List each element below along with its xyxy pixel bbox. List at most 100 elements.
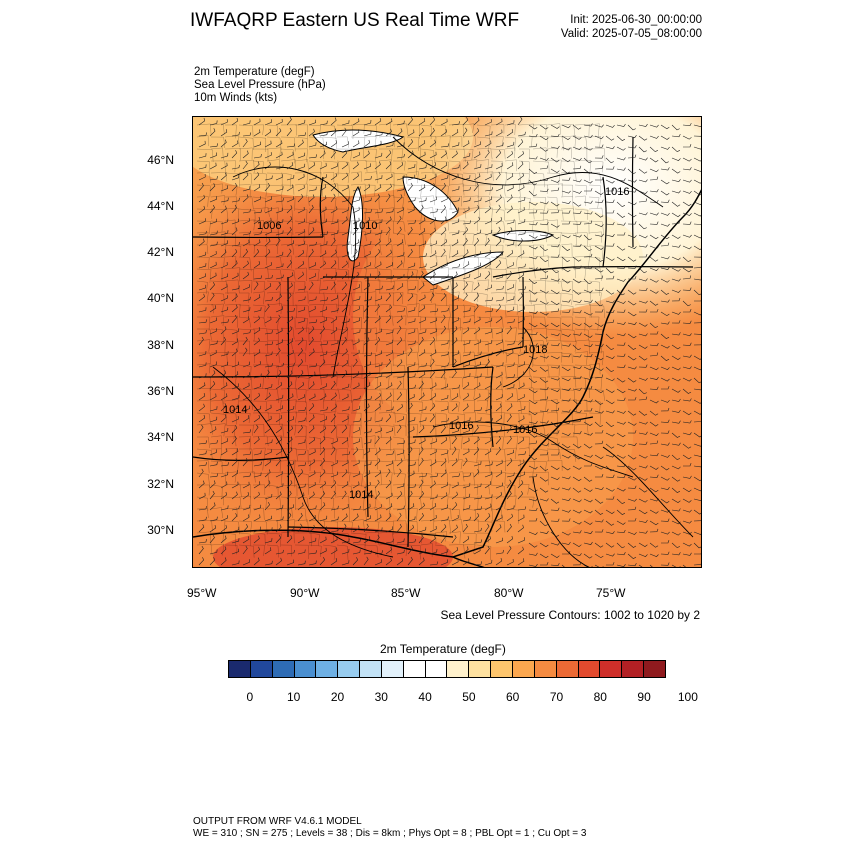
wind-barb (616, 377, 626, 383)
field-winds: 10m Winds (kts) (194, 92, 278, 104)
wind-barb (220, 249, 227, 258)
wind-barb (352, 459, 360, 467)
wind-barb (275, 198, 284, 203)
wind-barb (407, 373, 416, 379)
wind-barb (209, 426, 217, 434)
wind-barb (660, 256, 670, 260)
wind-barb (451, 239, 459, 247)
wind-barb (506, 384, 515, 390)
county-border (588, 256, 601, 268)
wind-barb (275, 293, 282, 302)
state-borders (193, 136, 694, 548)
colorbar-label: 50 (462, 690, 476, 704)
wind-barb (253, 373, 262, 379)
wind-barb (209, 502, 216, 511)
wind-barb (352, 405, 361, 412)
wind-barb (341, 481, 349, 489)
wind-barb (352, 140, 360, 148)
wind-barb (330, 516, 339, 522)
county-border (350, 280, 363, 293)
wind-barb (473, 527, 482, 533)
wind-barb (242, 208, 251, 214)
wind-barb (594, 144, 604, 148)
county-border (280, 496, 296, 510)
county-border (560, 208, 575, 221)
wind-barb (440, 204, 446, 214)
county-border (434, 148, 448, 160)
wind-barb (286, 174, 295, 181)
wind-barb (352, 172, 359, 181)
wind-barb (440, 340, 449, 346)
wind-barb (198, 218, 206, 225)
wind-barb (616, 353, 626, 357)
wind-barb (440, 437, 448, 445)
wind-barb (308, 363, 317, 368)
wind-barb (594, 190, 604, 195)
wind-barb (352, 525, 360, 533)
wind-barb (352, 382, 360, 390)
wind-barb (429, 561, 439, 566)
colorbar-label: 90 (637, 690, 651, 704)
wind-barb (484, 196, 492, 203)
wind-barb (506, 458, 513, 467)
county-border (434, 280, 453, 295)
wind-barb (462, 361, 470, 368)
county-border (392, 388, 407, 403)
wind-barb (451, 547, 459, 555)
wind-barb (605, 443, 615, 449)
county-border (560, 364, 575, 380)
contour-label: 1016 (449, 420, 473, 432)
county-border (252, 484, 265, 495)
county-border (392, 123, 409, 135)
county-border (224, 124, 237, 139)
wind-barb (451, 142, 460, 148)
county-border (322, 399, 337, 413)
county-border (504, 256, 518, 267)
wind-barb (462, 140, 470, 148)
contour-label: 1016 (513, 424, 537, 436)
wind-barb (220, 448, 228, 456)
county-border (280, 388, 298, 399)
wind-barb (253, 383, 261, 390)
wind-barb (594, 487, 604, 491)
wind-barb (572, 530, 582, 534)
wind-barb (484, 284, 492, 291)
wind-barb (385, 339, 393, 346)
wind-barb (440, 394, 449, 401)
wind-barb (583, 289, 593, 293)
wind-barb (264, 330, 273, 335)
wind-barb (583, 377, 593, 381)
wind-barb (550, 553, 560, 558)
county-border (308, 279, 321, 294)
wind-barb (374, 403, 381, 412)
wind-barb (374, 315, 381, 324)
county-border (448, 412, 465, 428)
wind-barb (451, 446, 457, 456)
wind-barb (583, 311, 593, 316)
county-border (392, 424, 407, 436)
wind-barb (308, 227, 315, 236)
county-border (294, 267, 307, 281)
county-border (462, 292, 478, 302)
wind-barb (605, 166, 615, 170)
wind-barb (429, 438, 437, 445)
wind-barb (583, 520, 593, 525)
wind-barb (374, 382, 382, 390)
wind-barb (429, 262, 437, 269)
wind-barb (264, 182, 270, 192)
wind-barb (209, 449, 217, 456)
wind-barb (319, 457, 325, 467)
wind-barb (473, 229, 482, 236)
county-border (322, 364, 335, 376)
county-border (196, 135, 209, 147)
wind-barb (286, 447, 293, 456)
wind-barb (242, 438, 251, 445)
wind-barb (682, 454, 692, 460)
wind-barb (660, 476, 670, 481)
wind-barb (682, 542, 692, 547)
county-border (294, 195, 310, 206)
wind-barb (627, 333, 637, 339)
wind-barb (451, 218, 460, 225)
county-border (364, 352, 376, 367)
wind-barb (660, 344, 670, 349)
